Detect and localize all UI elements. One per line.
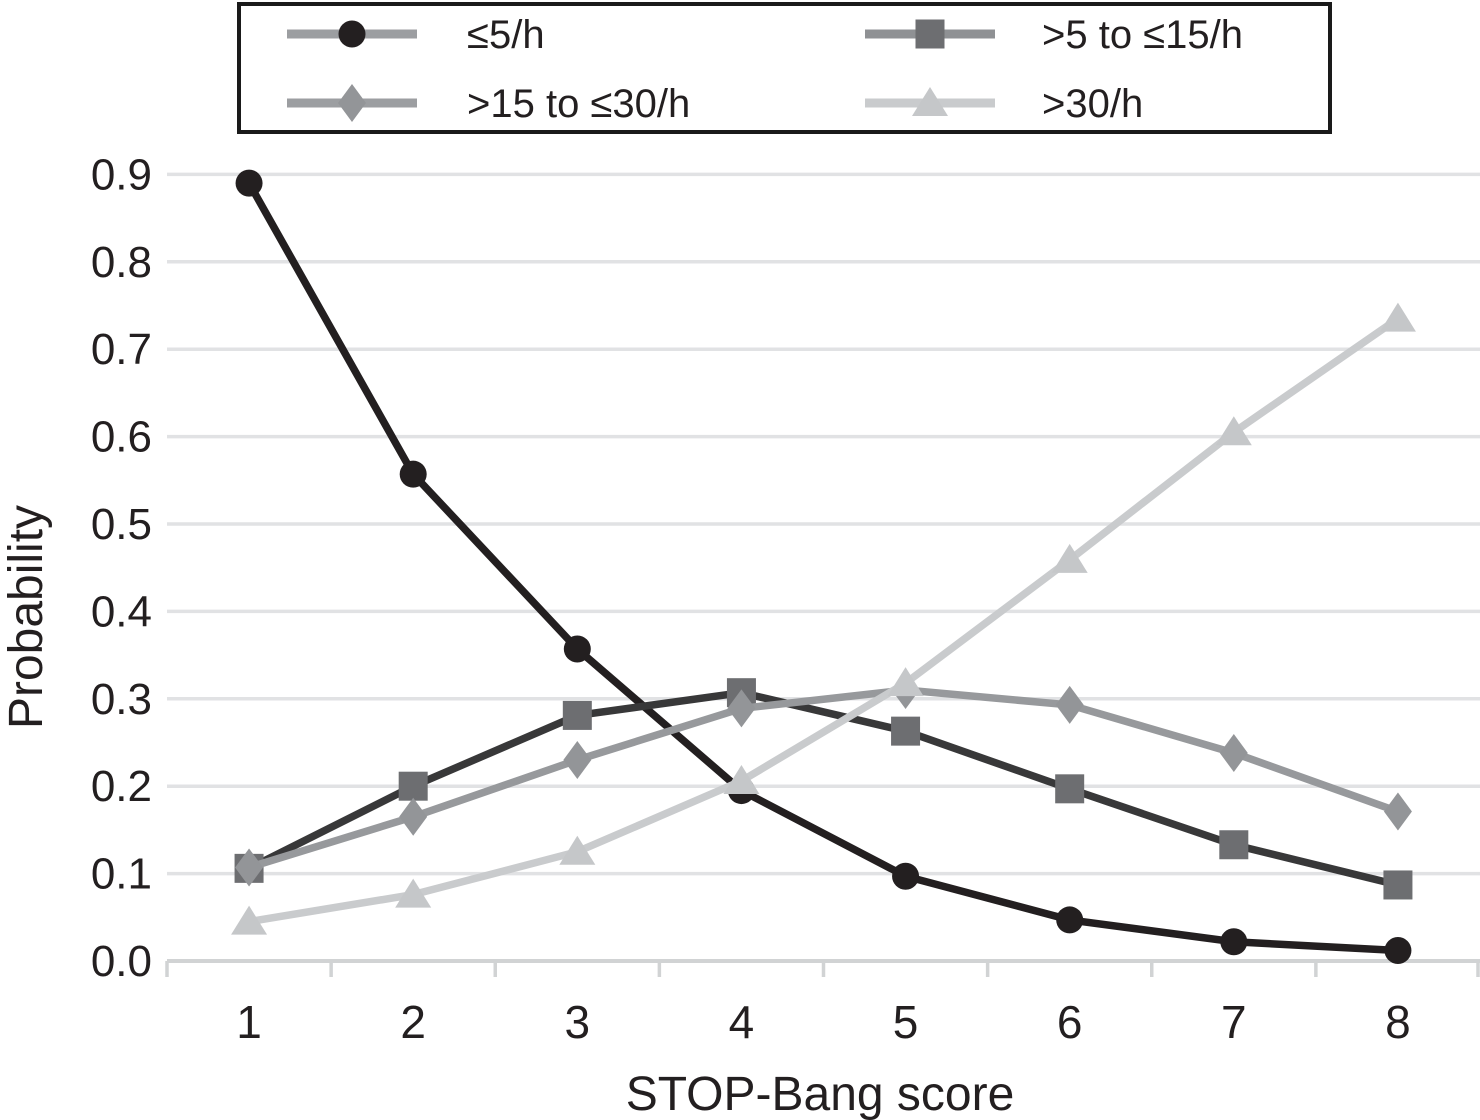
marker-diamond [1055, 685, 1084, 724]
series-line-circle [245, 181, 1399, 955]
y-tick-label: 0.6 [91, 413, 152, 462]
y-tick-label: 0.2 [91, 762, 152, 811]
marker-square [891, 716, 921, 746]
marker-square [1055, 774, 1085, 804]
marker-triangle [912, 87, 948, 116]
series-line-diamond [247, 686, 1400, 872]
marker-circle [338, 20, 366, 48]
data-series [231, 169, 1416, 965]
marker-triangle [723, 764, 760, 794]
marker-circle [235, 169, 263, 197]
marker-circle [563, 635, 591, 663]
x-tick-label: 2 [400, 996, 426, 1048]
legend-label: >15 to ≤30/h [467, 82, 690, 126]
marker-triangle [395, 878, 432, 908]
marker-diamond [338, 84, 366, 122]
y-tick-label: 0.9 [91, 150, 152, 199]
x-tick-label: 6 [1057, 996, 1083, 1048]
marker-circle [399, 460, 427, 488]
marker-diamond [1219, 733, 1248, 772]
y-tick-label: 0.3 [91, 675, 152, 724]
marker-diamond [399, 797, 428, 836]
y-tick-label: 0.5 [91, 500, 152, 549]
y-tick-label: 0.7 [91, 325, 152, 374]
x-tick-label: 4 [729, 996, 755, 1048]
marker-square [1219, 830, 1249, 860]
marker-circle [892, 862, 920, 890]
marker-diamond [727, 689, 756, 728]
x-axis [165, 959, 1480, 977]
marker-triangle [1051, 543, 1088, 573]
x-tick-label: 3 [565, 996, 591, 1048]
series-line-triangle [248, 315, 1401, 926]
x-axis-tick-labels: 1 2 3 4 5 6 7 8 [236, 996, 1410, 1048]
x-axis-title: STOP-Bang score [626, 1068, 1015, 1120]
y-tick-label: 0.8 [91, 238, 152, 287]
marker-triangle [231, 905, 268, 935]
y-axis-title: Probability [0, 505, 53, 729]
y-axis-tick-labels: 0.0 0.1 0.2 0.3 0.4 0.5 0.6 0.7 0.8 0.9 [91, 150, 152, 986]
marker-square [398, 771, 428, 801]
marker-triangle [559, 835, 596, 865]
marker-triangle [887, 667, 924, 697]
x-tick-label: 8 [1385, 996, 1411, 1048]
marker-triangle [1215, 416, 1252, 446]
y-tick-label: 0.4 [91, 587, 152, 636]
marker-square [1383, 870, 1413, 900]
legend-box [237, 2, 1332, 134]
x-tick-label: 7 [1221, 996, 1247, 1048]
marker-triangle [1379, 302, 1416, 332]
marker-circle [1056, 906, 1084, 934]
legend-label: >5 to ≤15/h [1042, 13, 1243, 57]
x-tick-label: 5 [893, 996, 919, 1048]
marker-circle [1384, 937, 1412, 965]
series-line-square [247, 688, 1399, 889]
y-tick-label: 0.1 [91, 850, 152, 899]
y-tick-label: 0.0 [91, 937, 152, 986]
marker-diamond [1383, 792, 1412, 831]
legend-label: ≤5/h [467, 13, 545, 57]
marker-diamond [235, 848, 264, 887]
marker-square [562, 700, 592, 730]
marker-diamond [563, 740, 592, 779]
marker-circle [1220, 928, 1248, 956]
legend: ≤5/h >5 to ≤15/h >15 to ≤30/h >30/h [237, 2, 1332, 134]
marker-square [915, 19, 945, 49]
legend-label: >30/h [1042, 82, 1143, 126]
x-tick-label: 1 [236, 996, 262, 1048]
gridlines [167, 172, 1480, 876]
